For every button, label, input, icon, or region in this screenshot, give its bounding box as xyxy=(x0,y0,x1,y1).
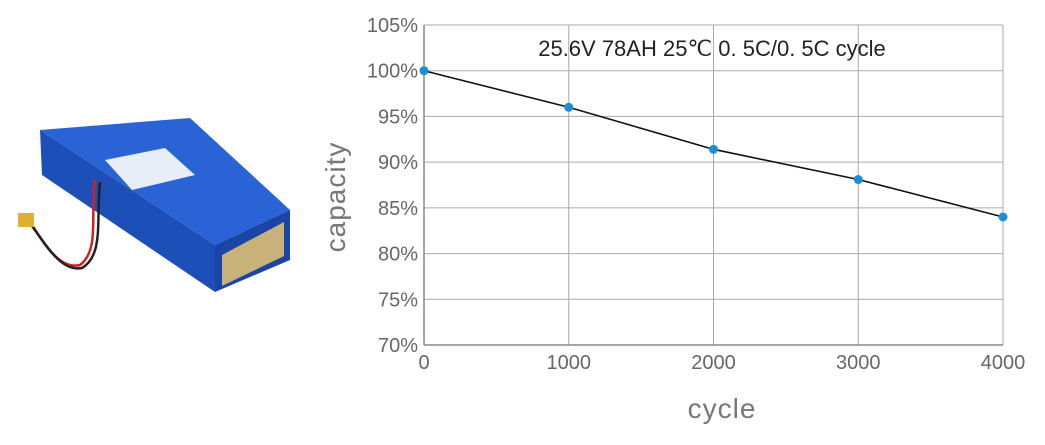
data-point xyxy=(853,175,863,185)
data-point xyxy=(709,144,718,154)
data-point xyxy=(419,66,429,76)
y-axis-label: capacity xyxy=(320,142,351,253)
y-tick-label: 80% xyxy=(378,244,418,266)
battery-pack-image xyxy=(18,118,290,292)
x-tick-label: 3000 xyxy=(836,352,881,374)
x-tick-label: 1000 xyxy=(547,352,592,374)
y-tick-label: 95% xyxy=(378,106,418,128)
y-tick-label: 70% xyxy=(378,335,418,357)
y-tick-label: 75% xyxy=(378,289,418,311)
x-tick-label: 4000 xyxy=(981,352,1026,374)
y-tick-label: 85% xyxy=(378,198,418,220)
data-point xyxy=(998,212,1008,222)
data-point xyxy=(564,102,574,112)
y-tick-label: 100% xyxy=(367,61,418,83)
y-tick-label: 90% xyxy=(378,152,418,174)
x-axis-label: cycle xyxy=(688,393,757,424)
y-tick-label: 105% xyxy=(367,15,418,37)
x-tick-label: 2000 xyxy=(691,352,736,374)
x-tick-label: 0 xyxy=(418,352,429,374)
chart-title: 25.6V 78AH 25℃ 0. 5C/0. 5C cycle xyxy=(538,36,886,61)
